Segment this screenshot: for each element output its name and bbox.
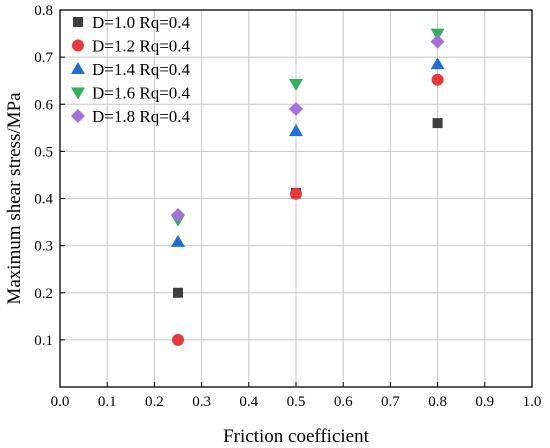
series-2 [172,73,444,346]
series-5 [171,34,445,222]
x-tick-label: 0.3 [192,394,211,410]
data-point [171,207,185,222]
x-tick-label: 0.7 [381,394,400,410]
legend-label: D=1.2 Rq=0.4 [92,37,191,56]
legend-entry: D=1.8 Rq=0.4 [71,107,191,126]
legend-label: D=1.0 Rq=0.4 [92,13,191,32]
y-tick-label: 0.2 [34,286,53,302]
y-tick-label: 0.8 [34,3,53,19]
data-point [289,78,303,91]
series-4 [171,28,445,227]
legend-label: D=1.8 Rq=0.4 [92,107,191,126]
legend-marker [71,62,85,74]
x-tick-label: 0.0 [51,394,70,410]
series-3 [171,57,445,247]
x-tick-label: 0.4 [239,394,258,410]
y-tick-label: 0.3 [34,239,53,255]
y-axis-title: Maximum shear stress/MPa [4,92,25,305]
data-point [172,333,184,346]
data-point [289,124,303,137]
legend-entry: D=1.6 Rq=0.4 [71,84,191,103]
legend-marker [73,17,83,27]
y-axis-tick-labels: 0.1 0.2 0.3 0.4 0.5 0.6 0.7 0.8 [34,3,53,349]
data-points [171,28,445,346]
data-point [289,101,303,116]
series-1 [173,118,443,298]
data-point [171,234,185,247]
x-axis-title: Friction coefficient [223,426,370,447]
x-tick-label: 0.8 [428,394,447,410]
data-point [431,73,444,86]
x-axis-tick-labels: 0.0 0.1 0.2 0.3 0.4 0.5 0.6 0.7 0.8 0.9 1.0 [51,394,542,410]
legend-entry: D=1.4 Rq=0.4 [71,60,191,79]
data-point [290,187,302,200]
x-tick-label: 0.2 [145,394,164,410]
data-point [173,287,183,298]
y-tick-label: 0.6 [34,97,53,113]
legend-entry: D=1.2 Rq=0.4 [72,37,191,56]
y-tick-label: 0.7 [34,50,53,66]
legend-label: D=1.6 Rq=0.4 [92,84,191,103]
legend-label: D=1.4 Rq=0.4 [92,60,191,79]
data-point [432,118,443,129]
x-tick-label: 0.9 [475,394,494,410]
y-tick-label: 0.1 [34,333,53,349]
data-point [430,57,445,70]
y-tick-label: 0.4 [34,192,53,208]
x-tick-label: 0.1 [98,394,117,410]
legend-marker [71,87,85,100]
data-point [430,34,445,49]
axis-ticks [59,9,533,387]
legend-marker [71,109,85,123]
legend-marker [72,39,84,52]
legend-entry: D=1.0 Rq=0.4 [73,13,191,32]
x-tick-label: 0.5 [287,394,306,410]
legend: D=1.0 Rq=0.4 D=1.2 Rq=0.4 D=1.4 Rq=0.4 D=1.… [71,13,191,126]
data-point [430,28,445,41]
y-tick-label: 0.5 [34,144,53,160]
x-tick-label: 0.6 [334,394,353,410]
x-tick-label: 1.0 [523,394,542,410]
